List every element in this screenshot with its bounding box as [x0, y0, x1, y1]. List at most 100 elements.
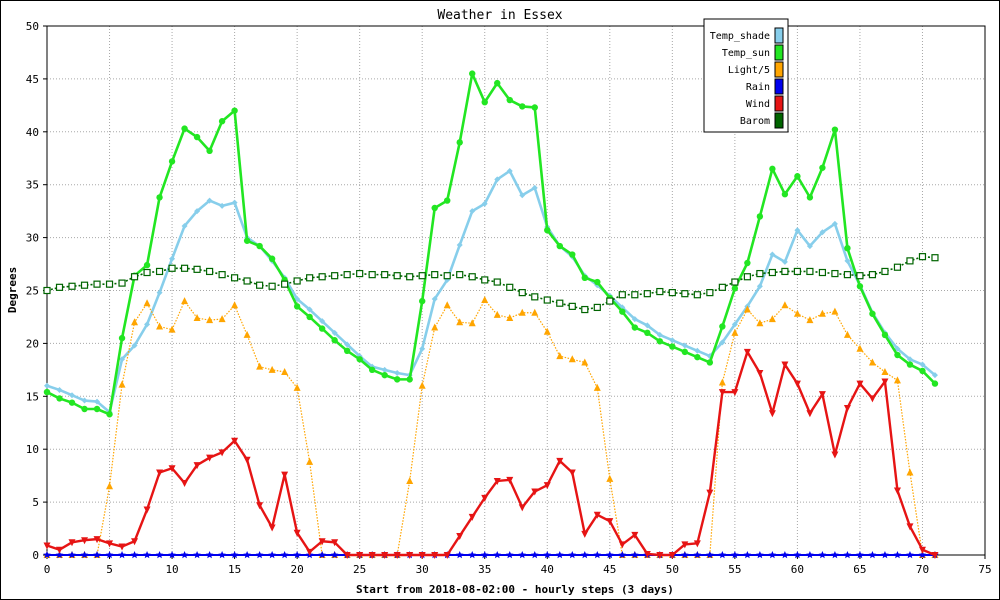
data-point — [481, 296, 489, 304]
data-point — [556, 457, 564, 465]
data-point — [743, 305, 751, 313]
data-point — [181, 480, 189, 488]
data-point — [706, 289, 714, 297]
data-point — [481, 276, 489, 284]
data-point — [806, 267, 814, 276]
data-point — [406, 376, 413, 383]
data-point — [868, 551, 877, 559]
data-point — [556, 242, 563, 250]
data-point — [169, 255, 176, 262]
data-point — [581, 530, 589, 538]
data-point — [506, 167, 513, 174]
y-tick-label: 10 — [26, 443, 39, 456]
data-point — [868, 358, 876, 366]
series-light-5 — [43, 296, 939, 558]
data-point — [556, 352, 564, 360]
data-point — [181, 297, 189, 305]
data-point — [293, 277, 301, 285]
data-point — [381, 366, 388, 373]
data-point — [593, 551, 602, 559]
legend-label: Temp_shade — [710, 31, 770, 42]
data-point — [906, 257, 914, 265]
data-point — [568, 302, 576, 310]
data-point — [906, 551, 914, 559]
data-point — [444, 197, 451, 204]
data-point — [506, 96, 513, 104]
data-point — [493, 477, 501, 485]
data-point — [806, 316, 814, 324]
data-point — [443, 301, 451, 309]
data-point — [243, 456, 251, 464]
data-point — [669, 343, 676, 350]
data-point — [268, 524, 276, 532]
data-point — [144, 321, 151, 328]
legend-swatch — [774, 78, 784, 95]
data-point — [831, 551, 839, 559]
data-point — [105, 551, 114, 559]
data-point — [769, 251, 776, 258]
x-tick-label: 65 — [853, 563, 866, 576]
legend-swatch — [774, 112, 784, 129]
data-point — [555, 551, 564, 559]
x-tick-label: 70 — [916, 563, 929, 576]
data-point — [118, 279, 126, 287]
data-point — [193, 462, 201, 470]
data-point — [731, 328, 739, 336]
data-point — [181, 222, 188, 229]
data-point — [143, 551, 151, 559]
data-point — [80, 551, 89, 559]
data-point — [456, 139, 463, 146]
data-point — [193, 551, 201, 559]
data-point — [530, 551, 539, 559]
data-point — [319, 318, 326, 325]
data-point — [469, 208, 476, 215]
data-point — [168, 264, 176, 272]
data-point — [606, 518, 614, 526]
data-point — [869, 310, 876, 317]
data-point — [468, 319, 476, 327]
y-tick-label: 20 — [26, 337, 39, 350]
legend-swatch — [774, 44, 784, 61]
data-point — [218, 449, 226, 457]
data-point — [368, 271, 376, 279]
data-point — [618, 291, 626, 299]
data-point — [93, 551, 101, 559]
data-point — [194, 208, 201, 215]
data-point — [493, 278, 501, 286]
x-tick-label: 55 — [728, 563, 741, 576]
data-point — [393, 272, 401, 280]
data-point — [706, 359, 714, 366]
data-point — [143, 506, 151, 514]
data-point — [844, 257, 851, 264]
data-point — [231, 199, 238, 206]
data-point — [569, 251, 576, 258]
data-point — [931, 380, 939, 387]
data-point — [330, 551, 339, 559]
data-point — [919, 367, 926, 375]
data-point — [256, 281, 264, 289]
data-point — [719, 339, 726, 346]
data-point — [843, 551, 852, 559]
data-point — [155, 267, 164, 276]
data-point — [893, 263, 902, 271]
data-point — [256, 502, 264, 510]
data-point — [744, 259, 751, 267]
legend-label: Wind — [746, 99, 770, 110]
data-point — [293, 303, 301, 310]
data-point — [68, 539, 76, 547]
data-point — [831, 126, 839, 133]
data-point — [231, 437, 239, 445]
data-point — [831, 220, 838, 227]
data-point — [506, 283, 514, 291]
legend-label: Barom — [740, 116, 770, 127]
data-point — [268, 282, 276, 290]
data-point — [219, 202, 226, 209]
data-point — [756, 551, 764, 559]
data-point — [768, 268, 776, 277]
data-point — [480, 551, 489, 559]
y-axis-title: Degrees — [6, 267, 19, 313]
y-tick-label: 15 — [26, 390, 39, 403]
data-point — [806, 243, 813, 250]
data-point — [806, 410, 814, 418]
